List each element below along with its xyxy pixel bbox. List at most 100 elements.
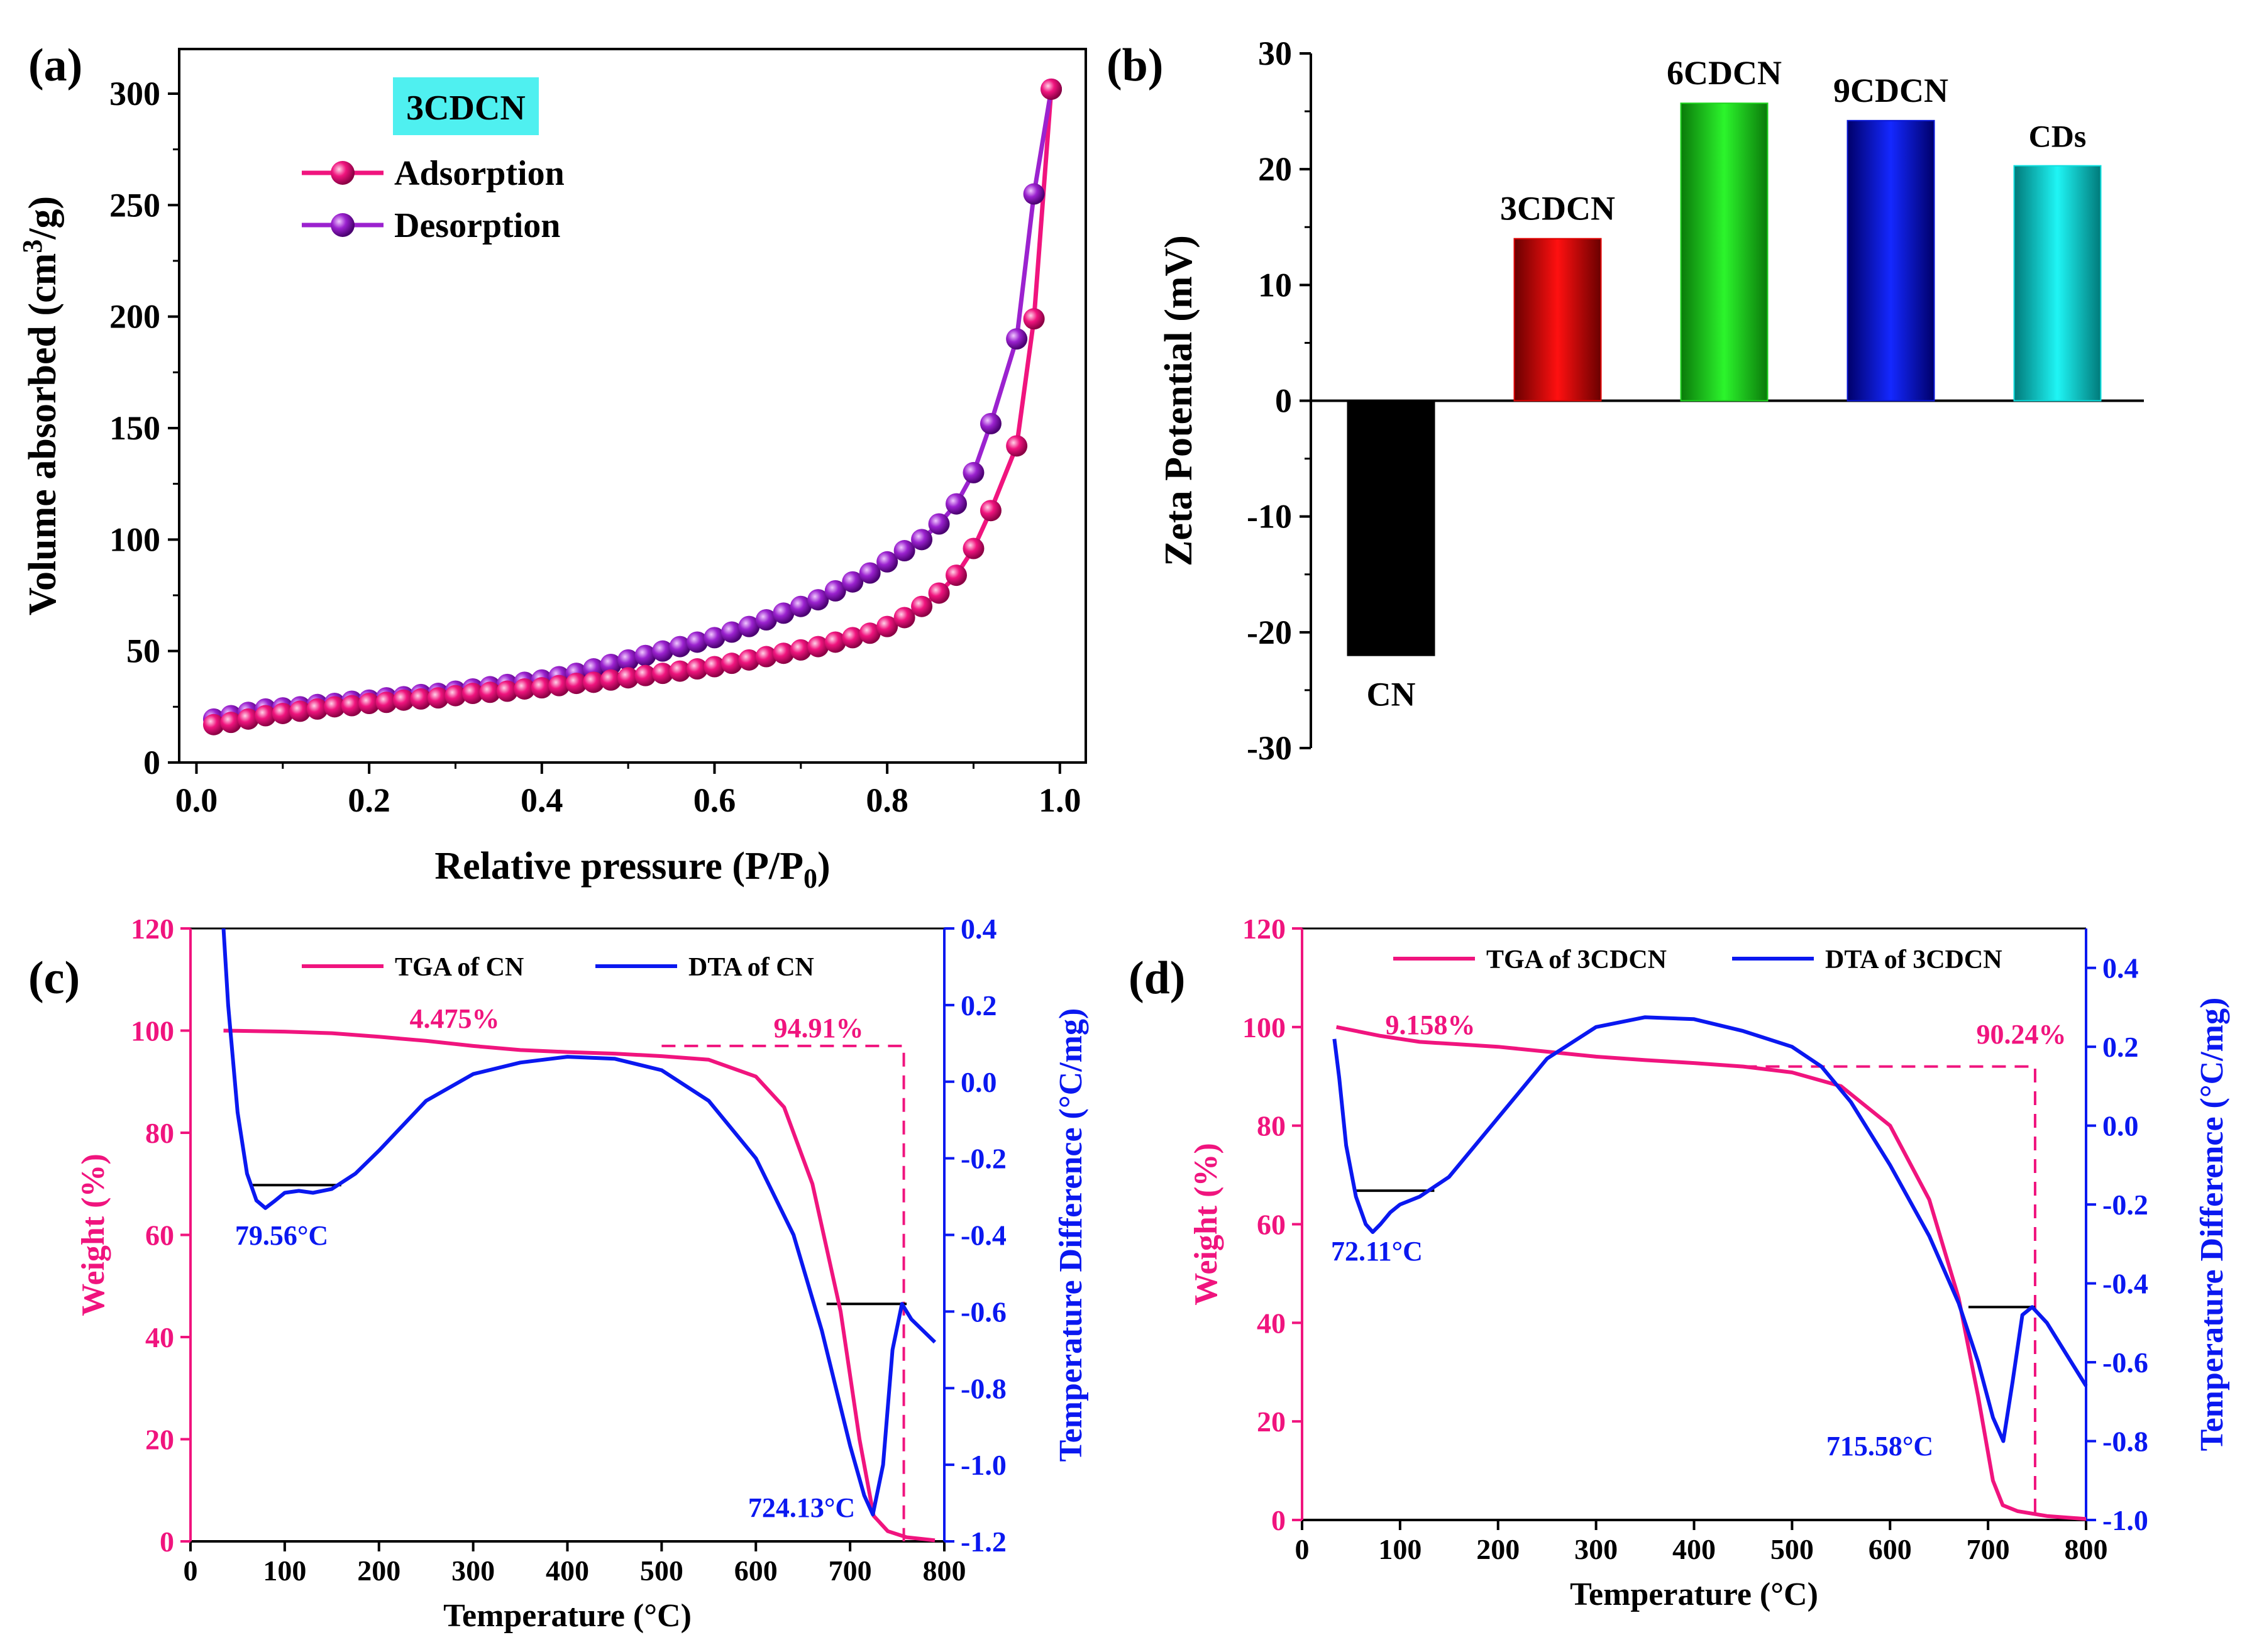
panel-a-ylabel: Volume absorbed (cm3/g) bbox=[17, 196, 64, 615]
panel-d-ytick-left-label: 0 bbox=[1271, 1504, 1286, 1536]
panel-a-data-point bbox=[755, 609, 777, 631]
panel-a-ytick-label: 50 bbox=[126, 632, 160, 670]
panel-a-data-point bbox=[220, 712, 242, 734]
panel-a-xtick-label: 0.8 bbox=[866, 781, 908, 819]
panel-a-data-point bbox=[824, 631, 846, 653]
panel-a-legend-label: Adsorption bbox=[394, 154, 565, 193]
panel-d-ytick-left-label: 120 bbox=[1242, 913, 1286, 945]
panel-a-data-point bbox=[324, 696, 346, 718]
panel-c-ytick-right-label: -1.2 bbox=[961, 1526, 1007, 1558]
panel-d-ytick-left-label: 100 bbox=[1242, 1011, 1286, 1044]
panel-d-ytick-left-label: 40 bbox=[1257, 1307, 1286, 1339]
panel-b-bar bbox=[1680, 102, 1769, 402]
panel-a-data-point bbox=[790, 595, 812, 617]
panel-a-ytick-label: 100 bbox=[109, 520, 160, 558]
panel-a-data-point bbox=[980, 500, 1002, 522]
panel-c-xlabel: Temperature (°C) bbox=[443, 1598, 692, 1634]
panel-d-legend-label: TGA of 3CDCN bbox=[1486, 945, 1667, 974]
panel-a-sample-box bbox=[393, 77, 539, 135]
panel-c-ytick-right-label: 0.0 bbox=[961, 1066, 997, 1098]
panel-a-data-point bbox=[669, 660, 691, 682]
panel-b-chart: -30 -20 -10 0 10 20 30 Zeta Potential (mV) CN 3CD… bbox=[1157, 35, 2144, 767]
panel-a-legend-marker bbox=[331, 161, 355, 185]
panel-a-data-point bbox=[859, 622, 881, 644]
panel-a-data-point bbox=[946, 493, 967, 515]
panel-c-residue-guide bbox=[661, 1044, 905, 1541]
panel-c-ytick-right-label: -1.0 bbox=[961, 1449, 1007, 1481]
panel-a-data-point bbox=[289, 700, 311, 722]
panel-c-ytick-right-label: -0.8 bbox=[961, 1372, 1007, 1404]
panel-a-data-point bbox=[704, 656, 726, 678]
panel-a-data-point bbox=[720, 653, 743, 675]
panel-b-bar-label: 6CDCN bbox=[1667, 54, 1782, 92]
panel-a-legend-marker bbox=[331, 213, 355, 237]
panel-a-data-point bbox=[842, 571, 864, 593]
panel-a-data-point bbox=[565, 673, 587, 695]
panel-c-ylabel-left: Weight (%) bbox=[75, 1154, 111, 1316]
panel-a-data-point bbox=[687, 658, 708, 680]
panel-c-annotation: 4.475% bbox=[410, 1003, 500, 1034]
panel-d-ytick-left-label: 80 bbox=[1257, 1110, 1286, 1142]
panel-a-data-point bbox=[893, 540, 915, 562]
panel-d-chart: 0 100 200 300 400 500 600 700 800 0 20 40 60 80 100 120… bbox=[1188, 913, 2230, 1612]
panel-a-data-point bbox=[358, 693, 380, 715]
panel-a-data-point bbox=[928, 513, 950, 535]
panel-d-xtick-label: 100 bbox=[1378, 1533, 1422, 1565]
panel-a-data-point bbox=[617, 667, 639, 689]
panel-b-bar bbox=[1513, 238, 1602, 402]
panel-b-ytick-label: 20 bbox=[1258, 150, 1292, 188]
panel-a-data-point bbox=[393, 689, 415, 711]
panel-a-chart: 0.0 0.2 0.4 0.6 0.8 1.0 0 50 100 150 200 250 300 Rela… bbox=[17, 48, 1087, 894]
panel-a-data-point bbox=[946, 564, 967, 586]
panel-a-data-point bbox=[444, 685, 467, 707]
panel-c-ytick-left-label: 20 bbox=[145, 1424, 174, 1456]
panel-a-xtick-label: 0.2 bbox=[348, 781, 390, 819]
panel-a-data-point bbox=[773, 602, 795, 624]
panel-b-bar-label: CDs bbox=[2029, 119, 2087, 154]
panel-c-ytick-left-label: 0 bbox=[160, 1526, 174, 1558]
panel-a-data-point bbox=[255, 705, 277, 727]
panel-c-xtick-label: 0 bbox=[184, 1555, 198, 1587]
panel-c-xtick-label: 500 bbox=[640, 1555, 683, 1587]
panel-a-data-point bbox=[410, 688, 432, 710]
panel-d-ytick-right-label: 0.0 bbox=[2102, 1110, 2139, 1142]
panel-a-data-point bbox=[720, 621, 743, 643]
panel-a-ytick-label: 300 bbox=[109, 75, 160, 113]
panel-a-data-point bbox=[738, 615, 760, 637]
panel-b-bar-label: 9CDCN bbox=[1833, 72, 1948, 109]
panel-c-annotation: 79.56°C bbox=[235, 1220, 328, 1251]
panel-d-xtick-label: 400 bbox=[1672, 1533, 1716, 1565]
panel-a-data-point bbox=[911, 529, 933, 551]
panel-d-series-line bbox=[1332, 1015, 2088, 1443]
panel-a-xlabel: Relative pressure (P/P0) bbox=[434, 845, 830, 894]
panel-b-ytick-label: 30 bbox=[1258, 35, 1292, 72]
panel-c-ytick-right-label: -0.2 bbox=[961, 1143, 1007, 1175]
panel-c-annotation: 94.91% bbox=[774, 1013, 864, 1044]
panel-a-data-point bbox=[980, 412, 1002, 434]
panel-a-data-point bbox=[341, 695, 363, 717]
panel-a-xtick-label: 1.0 bbox=[1039, 781, 1081, 819]
panel-d-annotation: 90.24% bbox=[1977, 1019, 2067, 1050]
panel-c-ytick-right-label: 0.4 bbox=[961, 913, 997, 945]
panel-a-data-point bbox=[531, 677, 553, 699]
panel-a-xtick-label: 0.4 bbox=[521, 781, 563, 819]
panel-c-ytick-right-label: 0.2 bbox=[961, 989, 997, 1021]
panel-c-legend-label: DTA of CN bbox=[688, 953, 814, 982]
panel-c-series-line bbox=[221, 928, 937, 1517]
panel-a-data-point bbox=[704, 627, 726, 649]
panel-a-ytick-label: 200 bbox=[109, 298, 160, 336]
panel-a-data-point bbox=[479, 681, 501, 703]
panel-c-ylabel-right: Temperature Difference (°C/mg) bbox=[1053, 1008, 1089, 1462]
panel-a-data-point bbox=[652, 663, 674, 685]
panel-a-data-point bbox=[963, 461, 985, 483]
panel-b-bar bbox=[2013, 165, 2102, 402]
panel-b-ytick-label: -20 bbox=[1247, 614, 1292, 651]
panel-d-xtick-label: 500 bbox=[1770, 1533, 1814, 1565]
panel-b-bar-label: CN bbox=[1367, 676, 1416, 713]
panel-a-data-point bbox=[824, 580, 846, 602]
panel-c-ytick-left-label: 60 bbox=[145, 1220, 174, 1252]
panel-label-a: (a) bbox=[28, 40, 82, 91]
panel-d-legend-label: DTA of 3CDCN bbox=[1825, 945, 2002, 974]
panel-a-data-point bbox=[669, 636, 691, 658]
panel-a-data-point bbox=[911, 595, 933, 617]
